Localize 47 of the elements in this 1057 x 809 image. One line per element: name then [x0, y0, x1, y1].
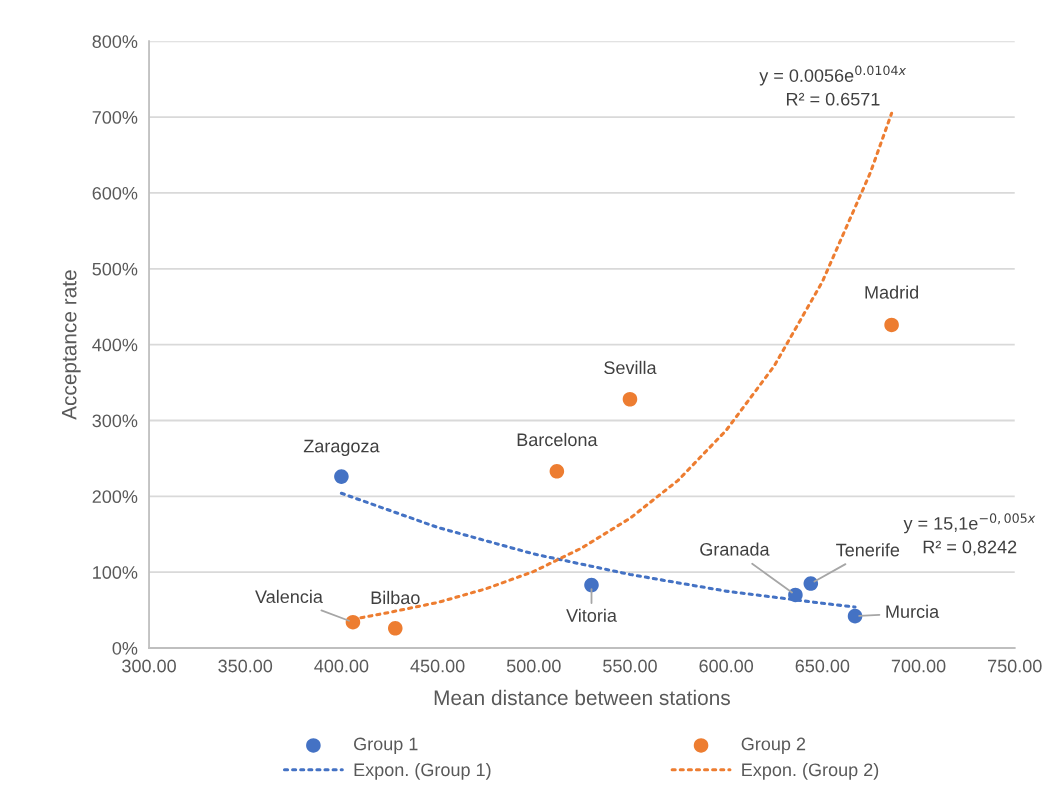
y-tick-label: 300%	[92, 414, 138, 428]
point	[387, 621, 403, 636]
point	[788, 587, 803, 603]
x-tick-label: 350.00	[218, 659, 273, 673]
y-tick-label: 400%	[92, 338, 138, 352]
annotation: Granada	[700, 542, 770, 556]
annotation: Sevilla	[604, 360, 657, 375]
y-tick-label: 100%	[93, 566, 138, 579]
annotation: Tenerife	[836, 543, 900, 557]
x-axis-title: Mean distance between stations	[434, 689, 730, 706]
x-tick-label: 700.00	[891, 659, 946, 673]
y-tick-label: 700%	[92, 111, 138, 124]
annotation: Murcia	[886, 604, 940, 618]
legend-label: Expon. (Group 2)	[742, 762, 879, 780]
y-tick-label: 800%	[92, 35, 138, 48]
annotation: Bilbao	[371, 590, 420, 605]
annotation: Valencia	[255, 589, 323, 604]
point	[847, 608, 863, 624]
point	[884, 317, 899, 333]
point	[549, 464, 565, 479]
annotation: Vitoria	[566, 608, 617, 622]
point	[584, 577, 599, 593]
annotation: Barcelona	[517, 432, 598, 447]
y-tick-label: 600%	[92, 186, 138, 200]
x-tick-label: 650.00	[795, 659, 850, 673]
y-tick-label: 0%	[112, 641, 138, 655]
x-tick-label: 550.00	[603, 659, 657, 673]
point	[803, 576, 819, 591]
x-tick-label: 400.00	[314, 659, 369, 673]
text: y = 0.0056e$^{0.0104x}$ R² = 0.6571	[759, 65, 907, 106]
legend-label: Group 1	[354, 737, 418, 754]
annotation: Madrid	[865, 285, 919, 299]
text: y = 15,1e$^{−0,005x}$ R² = 0,8242	[903, 513, 1036, 556]
point	[345, 614, 361, 630]
legend-label: Group 2	[741, 737, 806, 754]
x-tick-label: 450.00	[410, 659, 465, 673]
x-tick-label: 500.00	[506, 659, 561, 673]
point	[334, 469, 349, 484]
y-tick-label: 500%	[92, 262, 138, 276]
annotation: Zaragoza	[303, 439, 380, 457]
point	[622, 391, 638, 407]
x-tick-label: 750.00	[988, 659, 1042, 673]
y-tick-label: 200%	[92, 490, 138, 504]
x-tick-label: 600.00	[699, 659, 754, 673]
legend-label: Expon. (Group 1)	[354, 762, 491, 780]
y-axis-title: Acceptance rate	[61, 270, 81, 420]
x-tick-label: 300.00	[122, 659, 176, 673]
